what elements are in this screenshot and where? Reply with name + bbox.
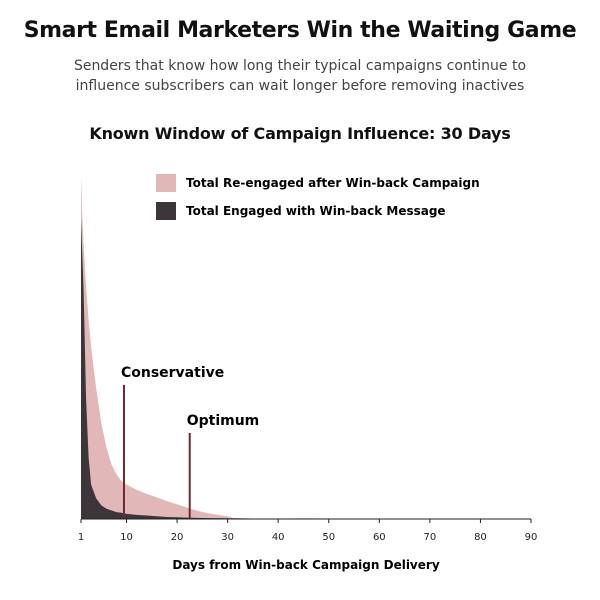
legend-label-2: Total Engaged with Win-back Message (186, 204, 446, 218)
x-tick-label: 30 (221, 532, 234, 543)
x-tick-label: 70 (424, 532, 437, 543)
chart-annotations: Conservative Optimum (121, 365, 259, 519)
legend-swatch-1 (156, 174, 176, 192)
page-subtitle: Senders that know how long their typical… (73, 58, 527, 94)
x-tick-label: 20 (171, 532, 184, 543)
legend-swatch-2 (156, 202, 176, 220)
x-tick-label: 90 (525, 532, 538, 543)
x-tick-label: 1 (78, 532, 84, 543)
x-tick-label: 80 (474, 532, 487, 543)
x-tick-label: 10 (120, 532, 133, 543)
legend-label-1: Total Re-engaged after Win-back Campaign (186, 176, 480, 190)
x-tick-label: 40 (272, 532, 285, 543)
x-axis-label: Days from Win-back Campaign Delivery (172, 558, 439, 572)
x-tick-label: 50 (322, 532, 335, 543)
annotation-label-2: Optimum (187, 413, 260, 429)
legend: Total Re-engaged after Win-back Campaign… (156, 174, 480, 220)
chart-title: Known Window of Campaign Influence: 30 D… (89, 124, 511, 143)
x-tick-label: 60 (373, 532, 386, 543)
page-title: Smart Email Marketers Win the Waiting Ga… (23, 18, 577, 43)
area-series-1 (81, 175, 531, 519)
annotation-label-1: Conservative (121, 365, 224, 381)
chart-areas (81, 175, 531, 519)
x-axis-ticks: 1 10 20 30 40 50 60 70 80 90 (78, 519, 538, 543)
